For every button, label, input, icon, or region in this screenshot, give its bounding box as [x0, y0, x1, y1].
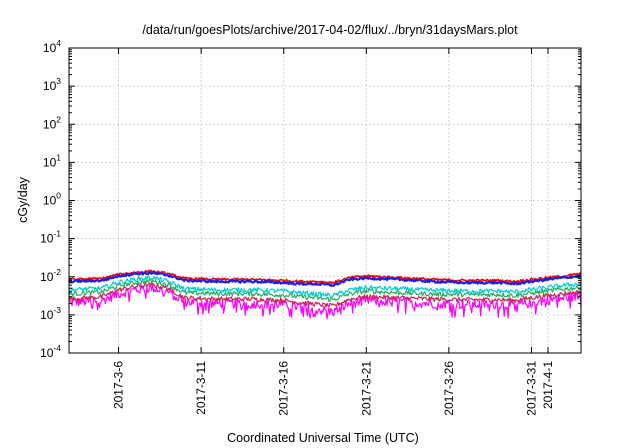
x-tick-label: 2017-3-16	[277, 361, 291, 416]
x-axis-label: Coordinated Universal Time (UTC)	[227, 431, 419, 445]
series-line-1	[68, 271, 582, 287]
x-tick-label: 2017-3-26	[442, 361, 456, 416]
y-tick-label: 10-1	[40, 229, 61, 246]
x-axis: 2017-3-6 2017-3-11 2017-3-16 2017-3-21 2017-…	[112, 48, 555, 416]
series-line-3	[68, 278, 582, 302]
y-tick-label: 104	[43, 38, 61, 55]
y-tick-label: 10-2	[40, 267, 61, 284]
x-tick-label: 2017-3-11	[194, 361, 208, 415]
series-line-2	[68, 275, 582, 298]
x-tick-label: 2017-3-31	[524, 361, 538, 416]
chart-title: /data/run/goesPlots/archive/2017-04-02/f…	[142, 23, 518, 37]
y-axis-label: cGy/day	[16, 176, 30, 223]
series-line-5	[68, 283, 582, 320]
x-tick-label: 2017-4-1	[541, 361, 555, 409]
series-layer	[68, 269, 582, 320]
y-tick-label: 101	[43, 152, 61, 169]
y-tick-label: 100	[43, 191, 61, 208]
y-tick-label: 10-3	[40, 305, 61, 322]
grid	[69, 48, 581, 353]
y-tick-label: 10-4	[40, 343, 61, 360]
x-tick-label: 2017-3-6	[112, 361, 126, 409]
y-tick-label: 103	[43, 76, 61, 93]
series-line-4	[68, 282, 582, 308]
x-tick-label: 2017-3-21	[359, 361, 373, 416]
y-tick-label: 102	[43, 114, 61, 131]
y-axis: 104 103 102 101 100 10-1 10-2 10-3 10-4	[40, 38, 581, 360]
